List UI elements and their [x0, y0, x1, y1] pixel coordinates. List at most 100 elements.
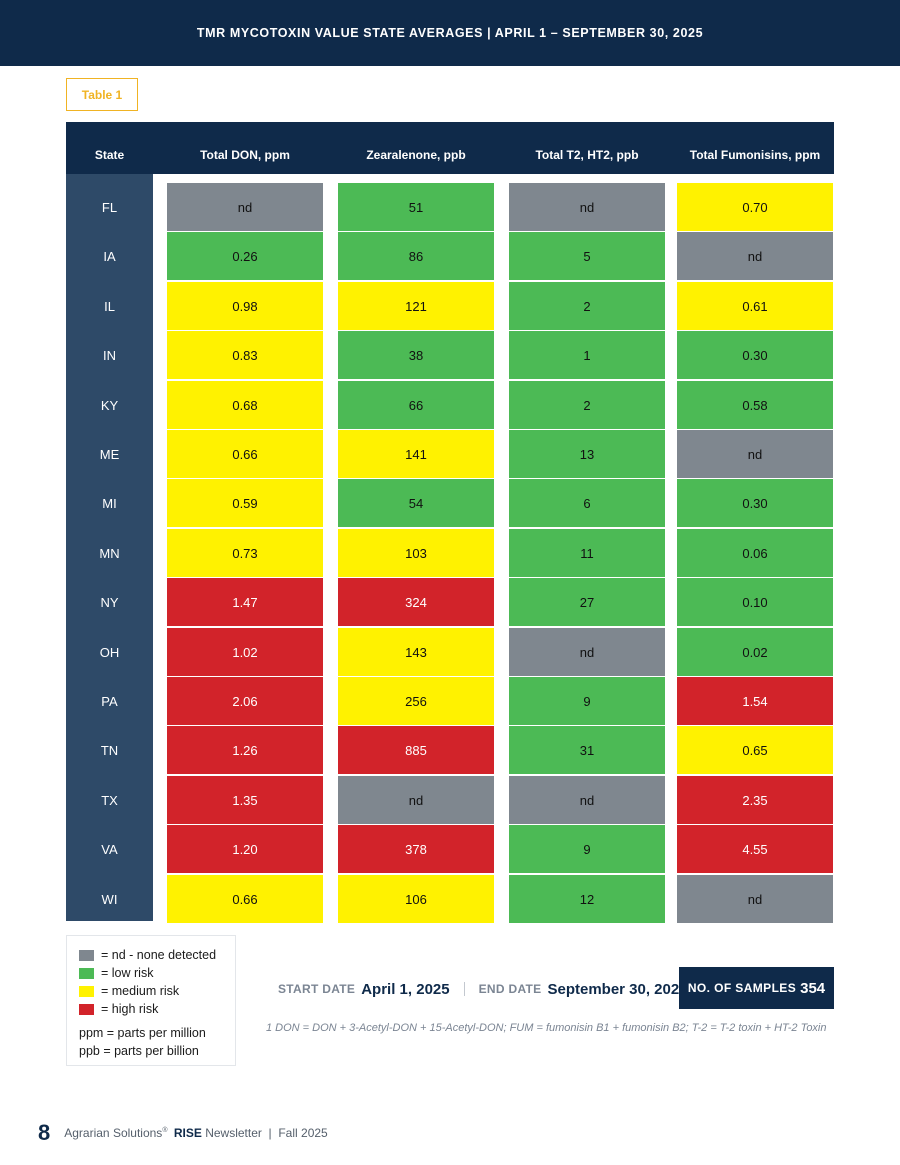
don-cell: 0.59 [167, 479, 323, 527]
start-date-label: START DATE [278, 982, 356, 996]
t2-ht2-cell: nd [509, 183, 665, 231]
page-footer: 8 Agrarian Solutions® RISE Newsletter | … [38, 1120, 328, 1146]
don-cell: 1.02 [167, 628, 323, 676]
zearalenone-cell: 106 [338, 875, 494, 923]
state-cell: PA [101, 693, 118, 709]
fumonisins-cell: 0.06 [677, 529, 833, 577]
don-cell: 1.47 [167, 578, 323, 626]
zearalenone-cell: 38 [338, 331, 494, 379]
issue-name: Fall 2025 [278, 1126, 328, 1140]
fumonisins-cell: 0.02 [677, 628, 833, 676]
don-cell: 0.66 [167, 430, 323, 478]
don-cell: 1.26 [167, 726, 323, 774]
fumonisins-cell: 0.30 [677, 331, 833, 379]
zearalenone-cell: 141 [338, 430, 494, 478]
footnote: 1 DON = DON + 3-Acetyl-DON + 15-Acetyl-D… [266, 1022, 827, 1034]
page-banner: TMR MYCOTOXIN VALUE STATE AVERAGES | APR… [0, 0, 900, 66]
state-cell: MI [102, 495, 117, 511]
don-cell: 0.26 [167, 232, 323, 280]
legend-note-ppb: ppb = parts per billion [79, 1044, 199, 1058]
don-cell: 0.73 [167, 529, 323, 577]
state-cell: MN [99, 545, 120, 561]
zearalenone-cell: nd [338, 776, 494, 824]
t2-ht2-cell: 31 [509, 726, 665, 774]
samples-value: 354 [800, 979, 826, 997]
don-cell: nd [167, 183, 323, 231]
fumonisins-cell: 0.70 [677, 183, 833, 231]
t2-ht2-cell: nd [509, 628, 665, 676]
table-label-text: Table 1 [81, 87, 123, 102]
legend-swatch-medium [79, 985, 94, 997]
fumonisins-cell: nd [677, 875, 833, 923]
fumonisins-cell: 1.54 [677, 677, 833, 725]
fumonisins-cell: 2.35 [677, 776, 833, 824]
fumonisins-cell: 0.10 [677, 578, 833, 626]
state-cell: WI [101, 891, 118, 907]
legend-row: = nd - none detected [79, 946, 223, 964]
state-cell: VA [101, 841, 118, 857]
state-cell: OH [99, 644, 120, 660]
zearalenone-cell: 121 [338, 282, 494, 330]
zearalenone-cell: 885 [338, 726, 494, 774]
don-cell: 0.98 [167, 282, 323, 330]
state-column: FL IA IL IN KY ME MI MN NY OH PA TN TX VA WI [66, 174, 153, 921]
state-cell: TN [100, 742, 119, 758]
t2-ht2-cell: 27 [509, 578, 665, 626]
header-t2-ht2: Total T2, HT2, ppb [535, 148, 639, 162]
legend-items: = nd - none detected = low risk = medium r… [79, 946, 223, 1018]
legend-label: = high risk [101, 1002, 159, 1016]
state-cell: IN [103, 347, 116, 363]
fumonisins-cell: 0.58 [677, 381, 833, 429]
table-label: Table 1 [66, 78, 138, 111]
don-cell: 0.68 [167, 381, 323, 429]
legend-row: = low risk [79, 964, 223, 982]
state-cell: NY [100, 594, 119, 610]
fumonisins-cell: 0.65 [677, 726, 833, 774]
footer-separator: | [268, 1126, 272, 1140]
state-cell: IL [104, 298, 115, 314]
t2-ht2-cell: 12 [509, 875, 665, 923]
samples-label: NO. OF SAMPLES [687, 981, 797, 995]
zearalenone-cell: 86 [338, 232, 494, 280]
legend-notes: ppm = parts per million ppb = parts per … [79, 1024, 223, 1060]
don-cell: 1.20 [167, 825, 323, 873]
legend-row: = medium risk [79, 982, 223, 1000]
zearalenone-cell: 378 [338, 825, 494, 873]
header-don: Total DON, ppm [200, 148, 290, 162]
don-cell: 0.83 [167, 331, 323, 379]
t2-ht2-cell: 2 [509, 282, 665, 330]
brand-name: Agrarian Solutions [64, 1126, 163, 1140]
don-cell: 2.06 [167, 677, 323, 725]
t2-ht2-cell: 9 [509, 825, 665, 873]
fumonisins-cell: 4.55 [677, 825, 833, 873]
legend-note-ppm: ppm = parts per million [79, 1026, 206, 1040]
don-cell: 1.35 [167, 776, 323, 824]
banner-title: TMR MYCOTOXIN VALUE STATE AVERAGES | APR… [196, 26, 704, 40]
t2-ht2-cell: 9 [509, 677, 665, 725]
t2-ht2-cell: 1 [509, 331, 665, 379]
zearalenone-cell: 51 [338, 183, 494, 231]
zearalenone-cell: 54 [338, 479, 494, 527]
state-cell: TX [101, 792, 118, 808]
fumonisins-cell: 0.61 [677, 282, 833, 330]
zearalenone-cell: 103 [338, 529, 494, 577]
t2-ht2-cell: 2 [509, 381, 665, 429]
legend-swatch-low [79, 967, 94, 979]
fumonisins-cell: nd [677, 232, 833, 280]
t2-ht2-cell: 11 [509, 529, 665, 577]
registered-mark: ® [162, 1127, 168, 1134]
date-divider [463, 982, 465, 996]
state-cell: IA [103, 248, 116, 264]
publication-line: Agrarian Solutions® RISE Newsletter | Fa… [64, 1126, 327, 1140]
zearalenone-cell: 256 [338, 677, 494, 725]
start-date-value: April 1, 2025 [361, 980, 450, 998]
header-fumonisins: Total Fumonisins, ppm [689, 148, 821, 162]
legend-label: = medium risk [101, 984, 180, 998]
zearalenone-cell: 324 [338, 578, 494, 626]
state-cell: ME [99, 446, 120, 462]
legend-row: = high risk [79, 1000, 223, 1018]
t2-ht2-cell: 6 [509, 479, 665, 527]
date-range: START DATE April 1, 2025 END DATE Septem… [278, 977, 688, 1001]
end-date-value: September 30, 2025 [547, 980, 688, 998]
legend-swatch-high [79, 1003, 94, 1015]
